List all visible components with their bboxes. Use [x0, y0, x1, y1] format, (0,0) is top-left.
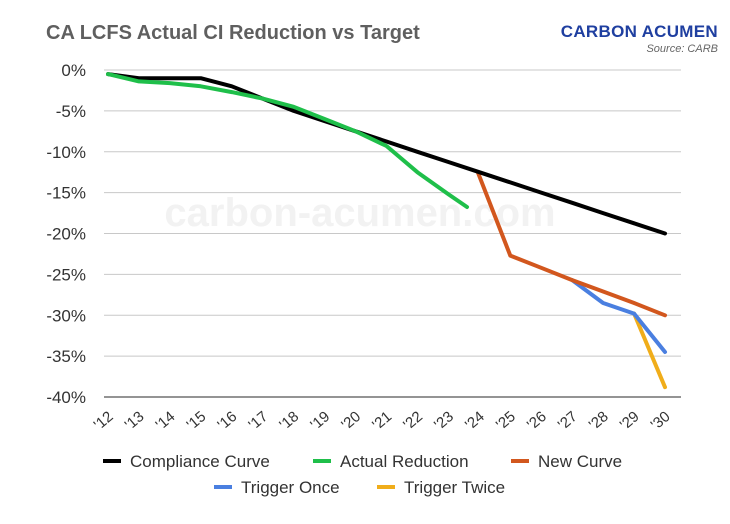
legend-label: Compliance Curve: [130, 452, 270, 471]
chart-title: CA LCFS Actual CI Reduction vs Target: [46, 22, 420, 44]
y-tick-label: -5%: [56, 102, 86, 121]
y-tick-label: 0%: [61, 61, 86, 80]
x-tick-label: '26: [524, 408, 550, 434]
x-tick-label: '23: [431, 408, 457, 434]
legend-label: Trigger Once: [241, 478, 340, 497]
brand-logo-text: CARBON ACUMEN: [560, 22, 718, 41]
series-line-trigger-twice: [632, 311, 667, 390]
y-tick-label: -10%: [46, 143, 86, 162]
x-tick-label: '14: [153, 408, 179, 434]
x-tick-label: '18: [276, 408, 302, 434]
watermark-text: carbon-acumen.com: [164, 191, 555, 235]
y-tick-label: -30%: [46, 306, 86, 325]
series-line-trigger-once: [570, 278, 667, 354]
x-tick-label: '30: [648, 408, 674, 434]
legend-label: Actual Reduction: [340, 452, 469, 471]
x-tick-label: '24: [462, 408, 488, 434]
legend-label: New Curve: [538, 452, 622, 471]
x-tick-label: '15: [183, 408, 209, 434]
y-tick-label: -40%: [46, 388, 86, 407]
x-tick-label: '21: [369, 408, 395, 434]
x-tick-label: '17: [245, 408, 271, 434]
y-tick-label: -35%: [46, 347, 86, 366]
x-tick-label: '20: [338, 408, 364, 434]
x-tick-label: '12: [91, 408, 117, 434]
x-tick-label: '25: [493, 408, 519, 434]
source-note: Source: CARB: [646, 43, 718, 55]
x-tick-label: '27: [555, 408, 581, 434]
legend-label: Trigger Twice: [404, 478, 505, 497]
x-tick-label: '29: [617, 408, 643, 434]
y-tick-label: -20%: [46, 225, 86, 244]
y-tick-label: -25%: [46, 265, 86, 284]
x-tick-label: '28: [586, 408, 612, 434]
x-tick-label: '22: [400, 408, 426, 434]
series-line-actual-reduction: [106, 72, 469, 209]
x-tick-label: '16: [214, 408, 240, 434]
brand-block: CARBON ACUMEN Source: CARB: [561, 22, 718, 55]
series-line-new-curve: [475, 170, 667, 318]
x-tick-label: '19: [307, 408, 333, 434]
series-line-compliance-curve: [106, 72, 667, 236]
y-tick-label: -15%: [46, 184, 86, 203]
x-tick-label: '13: [122, 408, 148, 434]
